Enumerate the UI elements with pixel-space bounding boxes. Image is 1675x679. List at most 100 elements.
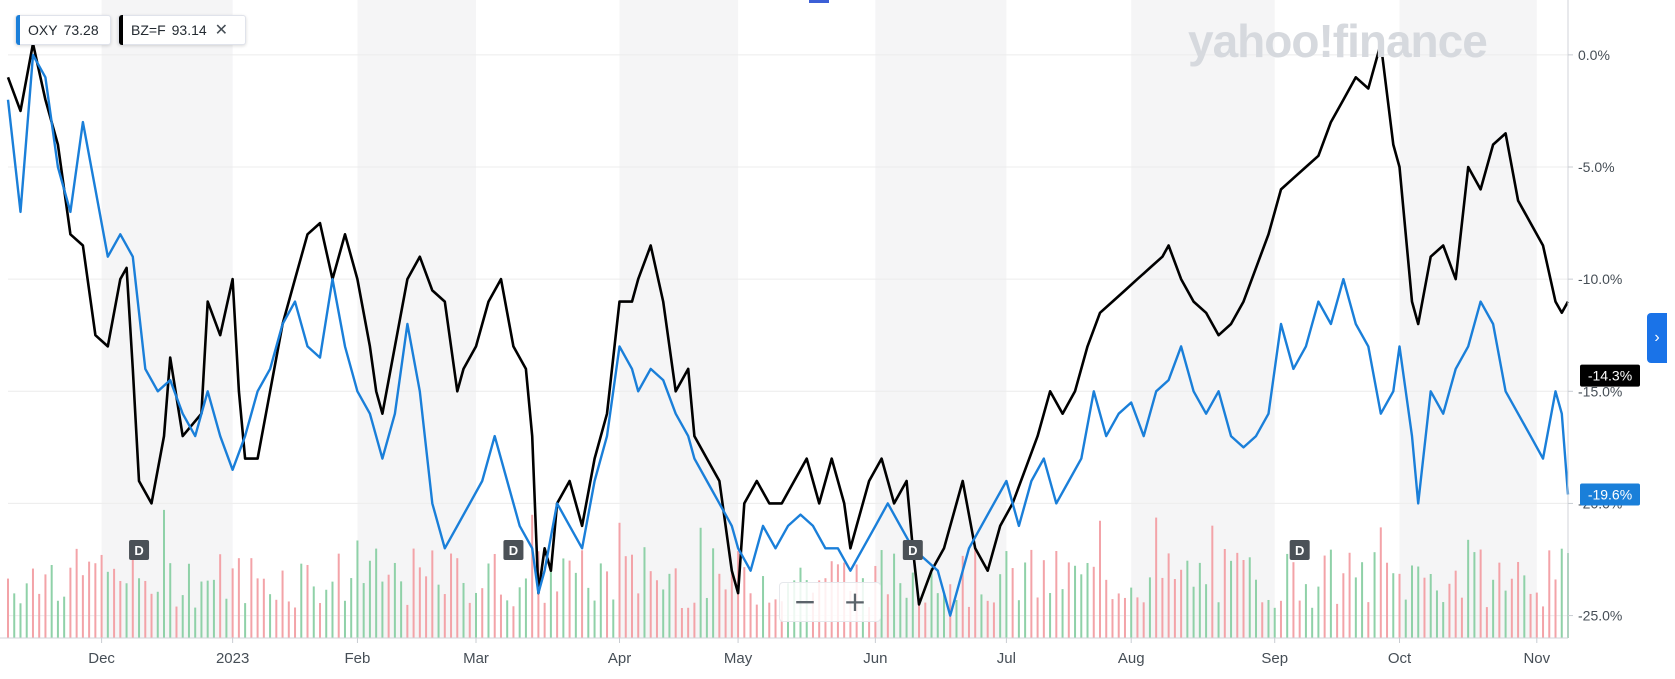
volume-bar bbox=[1292, 562, 1295, 638]
volume-bar bbox=[100, 554, 103, 638]
volume-bar bbox=[337, 553, 340, 638]
volume-bar bbox=[1173, 579, 1176, 638]
volume-bar bbox=[992, 602, 995, 638]
volume-bar bbox=[1248, 557, 1251, 638]
volume-bar bbox=[1192, 586, 1195, 638]
volume-bar bbox=[1105, 579, 1108, 638]
volume-bar bbox=[1223, 548, 1226, 638]
dividend-marker[interactable]: D bbox=[902, 540, 923, 560]
x-tick-label: Oct bbox=[1388, 650, 1412, 667]
volume-bar bbox=[1286, 553, 1289, 638]
volume-bar bbox=[1361, 562, 1364, 638]
volume-bar bbox=[1080, 574, 1083, 638]
volume-bar bbox=[1267, 599, 1270, 638]
volume-bar bbox=[119, 580, 122, 638]
volume-bar bbox=[431, 550, 434, 638]
volume-bar bbox=[1517, 561, 1520, 638]
volume-bar bbox=[924, 602, 927, 638]
x-tick-label: Mar bbox=[463, 650, 489, 667]
volume-bar bbox=[1236, 552, 1239, 638]
volume-bar bbox=[1304, 584, 1307, 638]
brent-swatch bbox=[119, 15, 123, 45]
dividend-marker-box bbox=[503, 540, 524, 560]
volume-bar bbox=[737, 551, 740, 638]
volume-bar bbox=[768, 602, 771, 638]
volume-bar bbox=[481, 588, 484, 638]
volume-bar bbox=[194, 607, 197, 638]
volume-bar bbox=[1348, 552, 1351, 638]
volume-bar bbox=[581, 550, 584, 638]
volume-bar bbox=[1230, 560, 1233, 638]
volume-bar bbox=[1411, 565, 1413, 638]
volume-bar bbox=[593, 600, 596, 638]
zoom-in-button[interactable]: + bbox=[830, 583, 880, 621]
volume-bar bbox=[312, 586, 315, 638]
zoom-out-button[interactable]: − bbox=[780, 583, 830, 621]
volume-bar bbox=[506, 600, 509, 638]
volume-bar bbox=[1336, 603, 1339, 638]
volume-bar bbox=[680, 607, 683, 638]
volume-bar bbox=[1142, 602, 1145, 638]
x-tick-label: May bbox=[724, 650, 753, 667]
volume-bar bbox=[343, 600, 346, 638]
volume-bar bbox=[1535, 592, 1538, 638]
volume-bar bbox=[1024, 562, 1027, 638]
volume-bar bbox=[499, 594, 502, 638]
volume-bar bbox=[886, 594, 889, 638]
legend-oxy-value: 73.28 bbox=[63, 22, 99, 38]
volume-bar bbox=[106, 571, 109, 638]
chevron-right-icon[interactable]: › bbox=[1647, 313, 1667, 363]
volume-bar bbox=[911, 572, 914, 638]
volume-bar bbox=[156, 591, 159, 638]
volume-bar bbox=[755, 604, 758, 638]
volume-bar bbox=[1398, 573, 1401, 638]
volume-bar bbox=[1117, 593, 1120, 638]
dividend-marker[interactable]: D bbox=[1289, 540, 1310, 560]
volume-bar bbox=[1560, 548, 1563, 638]
volume-bar bbox=[7, 578, 9, 638]
volume-bar bbox=[1386, 562, 1389, 638]
volume-bar bbox=[225, 598, 228, 638]
volume-bar bbox=[287, 601, 290, 638]
volume-bar bbox=[381, 581, 384, 638]
volume-bar bbox=[1130, 587, 1133, 638]
volume-bar bbox=[537, 551, 540, 638]
volume-bar bbox=[368, 560, 371, 638]
volume-bar bbox=[1217, 602, 1220, 638]
dividend-marker-label: D bbox=[509, 543, 518, 558]
volume-bar bbox=[1460, 597, 1463, 638]
volume-bar bbox=[294, 607, 297, 638]
volume-bar bbox=[387, 574, 390, 638]
volume-bar bbox=[1317, 586, 1320, 638]
volume-bar bbox=[1273, 607, 1276, 638]
volume-bar bbox=[13, 593, 16, 638]
dividend-marker[interactable]: D bbox=[129, 540, 150, 560]
volume-bar bbox=[1510, 578, 1513, 638]
volume-bar bbox=[774, 599, 777, 638]
volume-bar bbox=[961, 555, 964, 638]
volume-bar bbox=[1180, 569, 1183, 638]
volume-bar bbox=[181, 595, 184, 638]
volume-bar bbox=[749, 593, 752, 638]
volume-bar bbox=[1417, 566, 1420, 638]
volume-bar bbox=[1367, 602, 1370, 638]
volume-bar bbox=[244, 603, 247, 638]
volume-bar bbox=[1155, 517, 1158, 638]
y-tick-label: 0.0% bbox=[1578, 47, 1610, 63]
close-icon[interactable]: ✕ bbox=[214, 22, 229, 39]
volume-bar bbox=[406, 604, 409, 638]
volume-bar bbox=[1055, 551, 1058, 638]
volume-bar bbox=[531, 514, 534, 638]
volume-bar bbox=[918, 602, 921, 638]
legend-brent[interactable]: BZ=F 93.14 ✕ bbox=[118, 15, 246, 45]
volume-bar bbox=[31, 568, 34, 638]
legend-oxy[interactable]: OXY 73.28 bbox=[15, 15, 111, 45]
volume-bar bbox=[319, 603, 321, 638]
dividend-marker[interactable]: D bbox=[503, 540, 524, 560]
volume-bar bbox=[63, 596, 66, 638]
volume-bar bbox=[169, 563, 172, 638]
volume-bar bbox=[1049, 593, 1052, 638]
volume-bar bbox=[50, 564, 53, 638]
dividend-marker-label: D bbox=[1295, 543, 1304, 558]
